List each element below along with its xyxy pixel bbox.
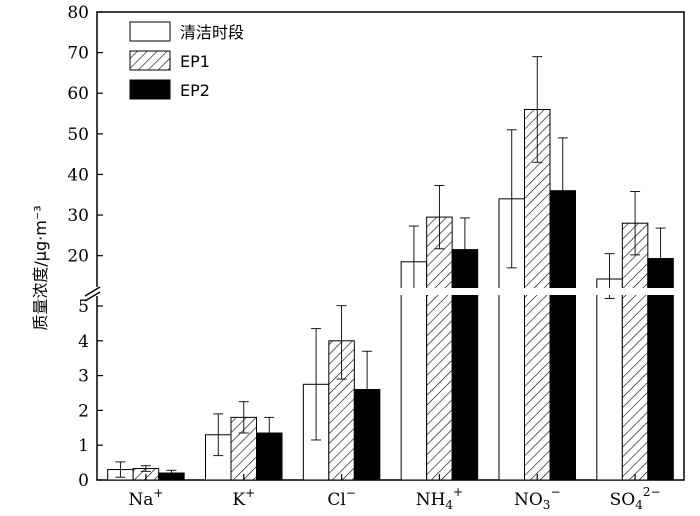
bar-3-4 <box>451 249 479 481</box>
y-tick-label-50: 50 <box>67 125 89 145</box>
plot-area: 0 1 2 3 4 5 20 30 40 50 60 70 80 Na+ K+ Cl− NH4+ NO3− SO42… <box>67 3 685 512</box>
bar-2-6 <box>621 222 649 481</box>
y-tick-label-40: 40 <box>67 165 89 185</box>
legend-label-1: 清洁时段 <box>180 23 244 42</box>
y-axis-label: 质量浓度/μg·m⁻³ <box>31 205 50 330</box>
y-tick-label-3: 3 <box>78 367 89 387</box>
x-tick-label-6: SO42− <box>610 485 661 512</box>
y-tick-label-0: 0 <box>78 471 89 491</box>
y-tick-label-70: 70 <box>67 44 89 64</box>
legend-label-3: EP2 <box>180 81 210 100</box>
y-tick-label-80: 80 <box>67 3 89 23</box>
x-tick-label-1: Na+ <box>128 486 163 510</box>
legend-swatch-1 <box>129 21 171 42</box>
x-tick-label-4: NH4+ <box>416 485 463 512</box>
legend-swatch-3 <box>129 79 171 100</box>
legend-swatch-2 <box>129 50 171 71</box>
x-tick-label-5: NO3− <box>514 485 561 512</box>
bar-2-4 <box>426 216 453 481</box>
y-tick-label-20: 20 <box>67 247 89 267</box>
y-tick-label-2: 2 <box>78 401 89 421</box>
y-tick-label-5: 5 <box>78 297 89 317</box>
y-tick-label-4: 4 <box>78 332 89 352</box>
axis-break-mark-2 <box>84 291 101 302</box>
plot-frame <box>96 11 685 481</box>
y-tick-label-30: 30 <box>67 206 89 226</box>
bar-1-6 <box>596 278 623 481</box>
axis-break-gap <box>99 288 682 295</box>
y-tick-label-60: 60 <box>67 84 89 104</box>
x-tick-label-3: Cl− <box>327 486 356 510</box>
axis-break-mark-1 <box>84 286 101 297</box>
legend-label-2: EP1 <box>180 52 210 71</box>
y-tick-label-1: 1 <box>78 436 89 456</box>
x-tick-label-2: K+ <box>232 486 255 510</box>
